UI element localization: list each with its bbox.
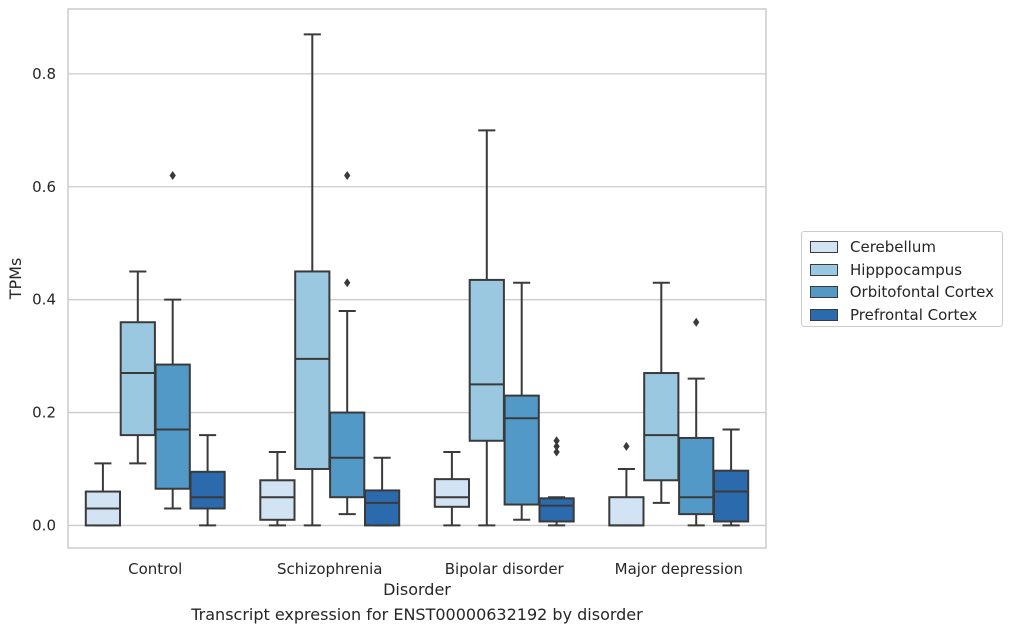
legend-item-orbitofrontal-cortex: Orbitofontal Cortex	[810, 281, 994, 304]
box-cerebellum-schizophrenia	[259, 451, 296, 527]
x-tick-label: Major depression	[615, 560, 743, 578]
legend-swatch-prefrontal-cortex	[810, 308, 838, 321]
y-tick-label: 0.8	[32, 65, 56, 83]
outlier-point	[553, 436, 560, 446]
y-tick-label: 0.2	[32, 404, 56, 422]
legend-item-cerebellum: Cerebellum	[810, 236, 994, 259]
legend-swatch-hippocampus	[810, 263, 838, 276]
box-hipppocampus-major-depression	[643, 281, 680, 504]
box-body	[154, 363, 191, 490]
box-body	[503, 394, 540, 506]
box-cerebellum-bipolar-disorder	[433, 451, 471, 527]
outlier-point	[344, 170, 351, 180]
outlier-point	[693, 317, 700, 327]
outlier-point	[344, 278, 351, 288]
x-tick-label: Control	[128, 560, 182, 578]
box-body	[712, 469, 750, 523]
x-axis-label: Disorder	[383, 580, 451, 599]
outlier-point	[169, 170, 176, 180]
outlier-point	[553, 447, 560, 457]
legend-label: Cerebellum	[850, 238, 936, 257]
x-tick-labels: Control Schizophrenia Bipolar disorder Majo…	[128, 560, 743, 578]
box-body	[189, 470, 226, 510]
legend-label: Prefrontal Cortex	[850, 305, 978, 324]
box-hipppocampus-schizophrenia	[294, 33, 331, 527]
box-body	[678, 436, 715, 516]
box-body	[363, 489, 401, 527]
legend-item-hippocampus: Hipppocampus	[810, 259, 994, 282]
box-cerebellum-control	[84, 462, 122, 527]
outlier-point	[623, 441, 630, 451]
box-hipppocampus-control	[119, 270, 156, 465]
box-prefrontal-cortex-schizophrenia	[363, 456, 401, 527]
box-body	[294, 270, 331, 470]
x-tick-label: Schizophrenia	[277, 560, 382, 578]
legend: Cerebellum Hipppocampus Orbitofontal Cor…	[801, 231, 1003, 327]
legend-item-prefrontal-cortex: Prefrontal Cortex	[810, 304, 994, 327]
box-orbitofontal-cortex-schizophrenia	[329, 170, 366, 516]
box-hipppocampus-bipolar-disorder	[468, 129, 505, 527]
box-body	[468, 278, 505, 442]
box-body	[433, 478, 471, 508]
outlier-point	[553, 441, 560, 451]
box-orbitofontal-cortex-control	[154, 170, 191, 510]
box-prefrontal-cortex-bipolar-disorder	[538, 436, 575, 527]
box-body	[119, 321, 156, 437]
legend-swatch-orbitofrontal-cortex	[810, 286, 838, 299]
legend-label: Hipppocampus	[850, 260, 963, 279]
box-body	[538, 497, 575, 523]
box-prefrontal-cortex-major-depression	[712, 428, 750, 527]
boxes	[84, 33, 750, 527]
box-orbitofontal-cortex-bipolar-disorder	[503, 281, 540, 521]
box-body	[643, 372, 680, 482]
y-tick-label: 0.4	[32, 291, 56, 309]
legend-label: Orbitofontal Cortex	[849, 283, 994, 302]
x-tick-label: Bipolar disorder	[445, 560, 565, 578]
chart-caption: Transcript expression for ENST0000063219…	[191, 605, 643, 624]
box-orbitofontal-cortex-major-depression	[678, 317, 715, 527]
box-body	[329, 411, 366, 499]
box-prefrontal-cortex-control	[189, 434, 226, 527]
y-tick-labels: 0.0 0.2 0.4 0.6 0.8	[32, 65, 56, 535]
y-tick-label: 0.6	[32, 178, 56, 196]
box-body	[608, 496, 645, 527]
box-cerebellum-major-depression	[608, 441, 645, 527]
plot-frame	[67, 8, 767, 549]
y-tick-label: 0.0	[32, 516, 56, 534]
box-body	[259, 479, 296, 521]
legend-swatch-cerebellum	[810, 241, 838, 254]
y-axis-label: TPMs	[6, 258, 25, 301]
